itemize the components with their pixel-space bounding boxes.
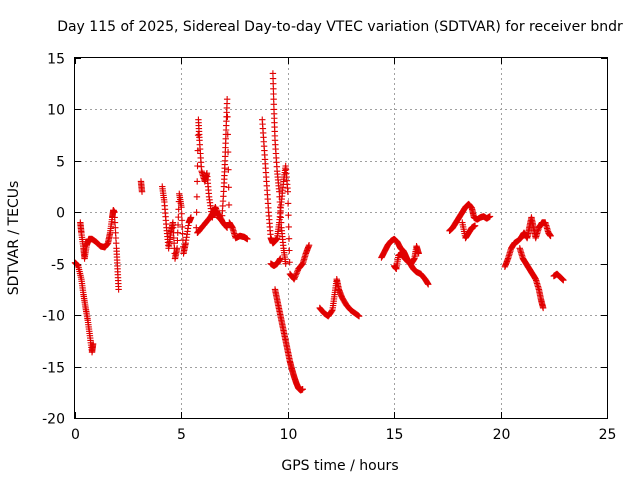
x-tick-label: 0 xyxy=(71,427,80,443)
data-point xyxy=(292,273,299,280)
y-tick-label: -10 xyxy=(42,309,65,325)
chart-title: Day 115 of 2025, Sidereal Day-to-day VTE… xyxy=(57,19,623,35)
data-series xyxy=(267,255,284,269)
y-tick-label: -5 xyxy=(51,258,65,274)
data-point xyxy=(138,188,146,195)
y-tick-label: 15 xyxy=(47,52,65,68)
data-series xyxy=(71,259,97,356)
data-point xyxy=(415,250,422,257)
plot-frame xyxy=(74,57,608,419)
data-point xyxy=(560,276,567,284)
data-point xyxy=(225,184,232,191)
data-point xyxy=(174,221,182,229)
y-axis-label: SDTVAR / TECUs xyxy=(6,181,22,296)
data-point xyxy=(486,213,494,220)
data-point xyxy=(173,245,181,252)
data-point xyxy=(284,200,292,207)
data-point xyxy=(179,223,186,231)
x-tick-label: 25 xyxy=(599,427,617,443)
data-point xyxy=(285,212,292,219)
data-series xyxy=(194,207,231,237)
y-tick-label: 0 xyxy=(56,206,65,222)
data-point xyxy=(293,270,300,277)
data-point xyxy=(187,214,195,221)
data-points xyxy=(71,70,567,394)
axis-ticks: 0 5 10 15 20 25 -20 -15 -10 -5 0 5 10 15 xyxy=(42,52,616,444)
data-point xyxy=(89,340,97,348)
y-tick-label: 5 xyxy=(56,155,65,171)
data-point xyxy=(174,229,181,236)
data-point xyxy=(305,242,313,249)
data-point xyxy=(292,271,300,278)
data-point xyxy=(224,148,232,156)
data-point xyxy=(244,235,251,243)
data-point xyxy=(178,203,185,211)
data-point xyxy=(291,274,298,281)
data-point xyxy=(547,232,554,240)
data-point xyxy=(225,166,232,173)
x-tick-label: 15 xyxy=(386,427,404,443)
data-series xyxy=(77,207,122,293)
x-tick-label: 20 xyxy=(493,427,511,443)
grid-lines xyxy=(75,58,607,418)
data-series xyxy=(446,200,494,234)
data-point xyxy=(471,222,479,229)
data-point xyxy=(425,281,432,288)
data-point xyxy=(179,230,186,237)
data-point xyxy=(539,304,547,312)
data-series xyxy=(501,214,554,270)
data-point xyxy=(286,247,293,254)
data-series xyxy=(269,70,289,267)
data-point xyxy=(355,312,363,320)
data-point xyxy=(224,131,231,138)
data-point xyxy=(175,213,182,221)
data-series xyxy=(259,116,313,283)
data-series xyxy=(459,219,479,242)
data-point xyxy=(328,307,336,315)
data-point xyxy=(223,224,231,231)
x-tick-label: 5 xyxy=(177,427,186,443)
data-point xyxy=(277,255,284,262)
data-point xyxy=(178,217,186,224)
data-series xyxy=(271,286,306,394)
data-point xyxy=(178,210,185,217)
data-point xyxy=(285,223,292,231)
data-series xyxy=(550,270,567,284)
x-tick-label: 10 xyxy=(280,427,298,443)
data-series xyxy=(391,243,422,273)
data-point xyxy=(284,188,291,195)
data-point xyxy=(285,235,293,242)
data-point xyxy=(294,268,301,275)
data-point xyxy=(223,95,231,103)
data-point xyxy=(299,386,306,393)
data-series xyxy=(159,183,195,262)
data-point xyxy=(222,223,230,230)
y-tick-label: -20 xyxy=(42,412,65,428)
data-point xyxy=(193,193,201,201)
data-point xyxy=(174,237,181,244)
data-point xyxy=(194,162,201,170)
data-series xyxy=(516,245,547,312)
data-point xyxy=(194,178,201,185)
y-tick-label: 10 xyxy=(47,103,65,119)
data-point xyxy=(223,223,230,231)
data-point xyxy=(115,286,122,293)
data-point xyxy=(282,260,289,267)
data-point xyxy=(286,259,293,266)
data-series xyxy=(137,178,146,195)
data-point xyxy=(193,209,200,216)
y-tick-label: -15 xyxy=(42,361,65,377)
data-point xyxy=(290,275,298,283)
data-point xyxy=(225,201,233,209)
x-axis-label: GPS time / hours xyxy=(281,458,398,474)
data-point xyxy=(224,113,231,120)
data-series xyxy=(316,275,363,320)
